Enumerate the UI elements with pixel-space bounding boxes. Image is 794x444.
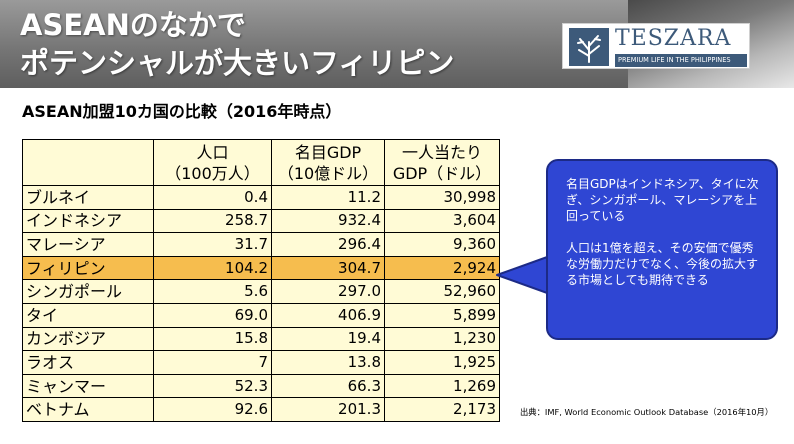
country-cell: インドネシア xyxy=(22,208,154,234)
table-row: ベトナム 92.6 201.3 2,173 xyxy=(22,397,500,422)
callout-text-gdp: 名目GDPはインドネシア、タイに次ぎ、シンガポール、マレーシアを上回っている xyxy=(566,177,759,223)
gdp-cell: 296.4 xyxy=(271,232,385,257)
table-row-highlighted: フィリピン 104.2 304.7 2,924 xyxy=(22,255,500,281)
country-cell: シンガポール xyxy=(22,279,154,304)
table-subtitle: ASEAN加盟10カ国の比較（2016年時点） xyxy=(22,102,342,121)
per-capita-cell: 3,604 xyxy=(384,208,500,234)
population-cell: 31.7 xyxy=(153,232,272,257)
gdp-cell: 13.8 xyxy=(271,350,385,375)
header-per-capita-line2: GDP（ドル） xyxy=(392,163,492,183)
population-cell: 92.6 xyxy=(153,397,272,422)
population-cell: 69.0 xyxy=(153,302,272,328)
gdp-cell: 406.9 xyxy=(271,302,385,328)
gdp-cell: 297.0 xyxy=(271,279,385,304)
header-gdp-line1: 名目GDP xyxy=(294,142,362,162)
country-cell: カンボジア xyxy=(22,326,154,352)
slide-title-line1: ASEANのなかで xyxy=(20,8,246,42)
population-cell: 52.3 xyxy=(153,373,272,399)
country-cell: マレーシア xyxy=(22,232,154,257)
table-row: ブルネイ 0.4 11.2 30,998 xyxy=(22,185,500,210)
per-capita-cell: 1,269 xyxy=(384,373,500,399)
gdp-cell: 66.3 xyxy=(271,373,385,399)
table-row: インドネシア 258.7 932.4 3,604 xyxy=(22,208,500,234)
header-population-line2: （100万人） xyxy=(165,163,260,183)
per-capita-cell: 52,960 xyxy=(384,279,500,304)
per-capita-cell: 1,925 xyxy=(384,350,500,375)
header-cell-blank xyxy=(22,139,154,186)
gdp-cell: 932.4 xyxy=(271,208,385,234)
country-cell: ミャンマー xyxy=(22,373,154,399)
per-capita-cell: 2,173 xyxy=(384,397,500,422)
gdp-cell: 201.3 xyxy=(271,397,385,422)
population-cell: 15.8 xyxy=(153,326,272,352)
table-header-row: 人口 （100万人） 名目GDP （10億ドル） 一人当たり GDP（ドル） xyxy=(22,139,500,186)
callout-text-population: 人口は1億を超え、その安価で優秀な労働力だけでなく、今後の拡大する市場としても期… xyxy=(566,241,759,287)
country-cell: ブルネイ xyxy=(22,185,154,210)
callout-box: 名目GDPはインドネシア、タイに次ぎ、シンガポール、マレーシアを上回っている 人… xyxy=(546,159,778,340)
population-cell: 5.6 xyxy=(153,279,272,304)
per-capita-cell: 1,230 xyxy=(384,326,500,352)
table-row: ミャンマー 52.3 66.3 1,269 xyxy=(22,373,500,399)
gdp-cell: 19.4 xyxy=(271,326,385,352)
country-cell: タイ xyxy=(22,302,154,328)
source-note: 出典：IMF, World Economic Outlook Database（… xyxy=(520,407,774,417)
population-cell: 0.4 xyxy=(153,185,272,210)
per-capita-cell: 2,924 xyxy=(384,255,500,281)
gdp-cell: 11.2 xyxy=(271,185,385,210)
population-cell: 258.7 xyxy=(153,208,272,234)
header-cell-per-capita: 一人当たり GDP（ドル） xyxy=(384,139,500,186)
header-cell-gdp: 名目GDP （10億ドル） xyxy=(271,139,385,186)
per-capita-cell: 30,998 xyxy=(384,185,500,210)
table-row: ラオス 7 13.8 1,925 xyxy=(22,350,500,375)
table-row: マレーシア 31.7 296.4 9,360 xyxy=(22,232,500,257)
slide-title-line2: ポテンシャルが大きいフィリピン xyxy=(20,46,455,80)
country-cell: フィリピン xyxy=(22,255,154,281)
slide-title: ASEANのなかで ポテンシャルが大きいフィリピン xyxy=(20,6,454,82)
header-banner: ASEANのなかで ポテンシャルが大きいフィリピン TESZARA PREMIU… xyxy=(0,0,794,88)
gdp-cell: 304.7 xyxy=(271,255,385,281)
country-cell: ベトナム xyxy=(22,397,154,422)
per-capita-cell: 9,360 xyxy=(384,232,500,257)
logo-tagline: PREMIUM LIFE IN THE PHILIPPINES xyxy=(615,54,747,67)
teszara-logo: TESZARA PREMIUM LIFE IN THE PHILIPPINES xyxy=(562,23,750,69)
population-cell: 7 xyxy=(153,350,272,375)
per-capita-cell: 5,899 xyxy=(384,302,500,328)
tree-logo-icon xyxy=(569,28,609,66)
header-cell-population: 人口 （100万人） xyxy=(153,139,272,186)
logo-wordmark: TESZARA xyxy=(615,26,732,51)
asean-comparison-table: 人口 （100万人） 名目GDP （10億ドル） 一人当たり GDP（ドル） ブ… xyxy=(22,139,500,422)
header-gdp-line2: （10億ドル） xyxy=(277,163,379,183)
table-row: カンボジア 15.8 19.4 1,230 xyxy=(22,326,500,352)
table-row: タイ 69.0 406.9 5,899 xyxy=(22,302,500,328)
header-population-line1: 人口 xyxy=(196,142,229,162)
header-per-capita-line1: 一人当たり xyxy=(401,142,482,162)
country-cell: ラオス xyxy=(22,350,154,375)
population-cell: 104.2 xyxy=(153,255,272,281)
table-row: シンガポール 5.6 297.0 52,960 xyxy=(22,279,500,304)
